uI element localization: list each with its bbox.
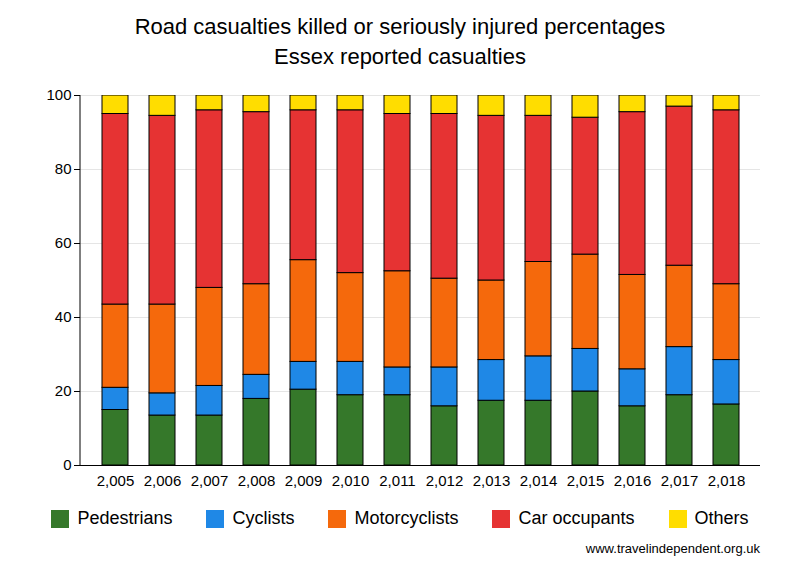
html-text:Others: Others bbox=[694, 508, 749, 528]
svg-text:2,010: 2,010 bbox=[332, 472, 370, 489]
svg-text:2,007: 2,007 bbox=[191, 472, 229, 489]
svg-text:20: 20 bbox=[55, 382, 72, 399]
svg-text:2,006: 2,006 bbox=[144, 472, 182, 489]
svg-text:2,005: 2,005 bbox=[97, 472, 135, 489]
svg-text:2,018: 2,018 bbox=[708, 472, 746, 489]
svg-text:100: 100 bbox=[46, 86, 71, 103]
html-text:Pedestrians: Pedestrians bbox=[77, 508, 173, 528]
svg-text:2,013: 2,013 bbox=[473, 472, 511, 489]
svg-text:2,011: 2,011 bbox=[379, 472, 415, 489]
svg-text:2,009: 2,009 bbox=[285, 472, 323, 489]
html-text:Car occupants: Car occupants bbox=[518, 508, 635, 528]
svg-text:2,012: 2,012 bbox=[426, 472, 464, 489]
html-text:Essex reported casualties: Essex reported casualties bbox=[274, 44, 526, 69]
html-text:www.travelindependent.org.uk: www.travelindependent.org.uk bbox=[585, 541, 760, 556]
svg-text:2,015: 2,015 bbox=[567, 472, 605, 489]
svg-text:40: 40 bbox=[55, 308, 72, 325]
svg-text:80: 80 bbox=[55, 160, 72, 177]
html-text:Motorcyclists: Motorcyclists bbox=[354, 508, 459, 528]
html-text:Road casualties killed or seri: Road casualties killed or seriously inju… bbox=[134, 14, 666, 39]
svg-text:2,016: 2,016 bbox=[614, 472, 652, 489]
svg-text:2,014: 2,014 bbox=[520, 472, 558, 489]
svg-text:2,017: 2,017 bbox=[661, 472, 699, 489]
svg-text:2,008: 2,008 bbox=[238, 472, 276, 489]
html-text:Cyclists: Cyclists bbox=[232, 508, 295, 528]
svg-text:0: 0 bbox=[63, 456, 71, 473]
svg-text:60: 60 bbox=[55, 234, 72, 251]
